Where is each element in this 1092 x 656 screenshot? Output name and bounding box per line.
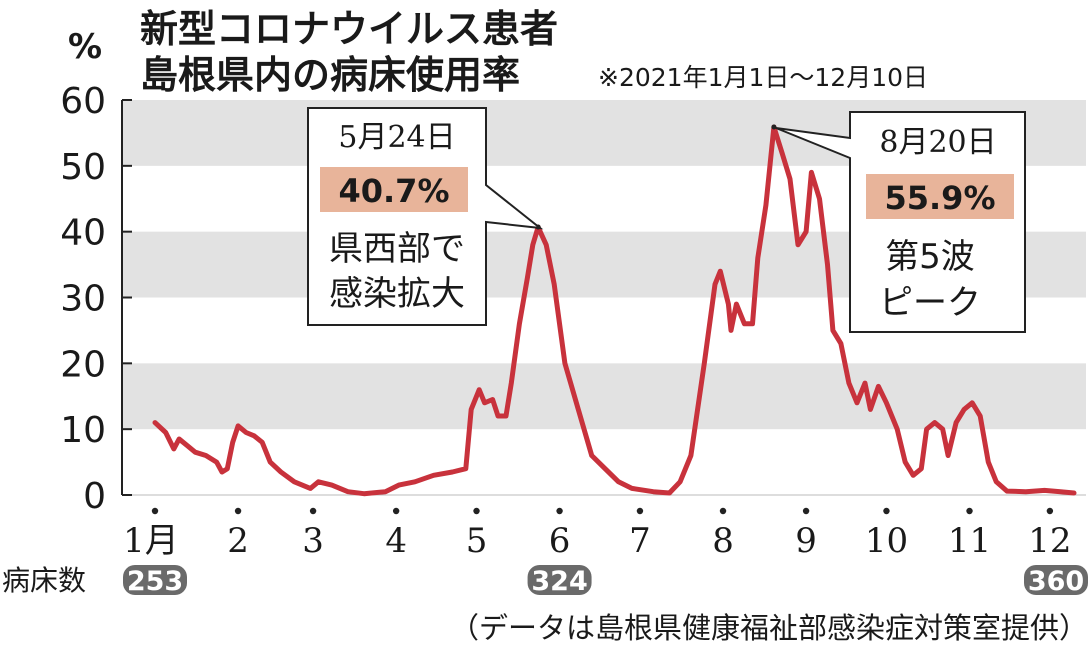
x-tick-label: 5	[466, 521, 488, 561]
x-tick-dot	[802, 507, 810, 515]
period-note: ※2021年1月1日～12月10日	[598, 63, 928, 92]
bed-count-badge	[1024, 565, 1088, 595]
axes	[121, 99, 132, 496]
y-tick-label: 60	[60, 81, 106, 122]
x-tick-label: 9	[795, 521, 817, 561]
bed-count-label: 病床数	[2, 564, 86, 597]
callout-aug: 8月20日 55.9% 第5波 ピーク	[775, 111, 1026, 333]
callout-aug-pointer-point	[771, 124, 777, 130]
source-note: （データは島根県健康福祉部感染症対策室提供）	[450, 611, 1088, 645]
callout-aug-highlight	[866, 174, 1014, 219]
x-tick-dot	[719, 507, 727, 515]
y-tick-labels: 0 10 20 30 40 50 60	[60, 81, 106, 517]
x-tick-label: 4	[385, 521, 407, 561]
x-tick-label: 1月	[123, 521, 179, 561]
chart-title-line1: 新型コロナウイルス患者	[140, 7, 558, 51]
x-tick-label: 8	[712, 521, 734, 561]
callout-may-note-line1: 県西部で	[329, 229, 465, 269]
y-unit-label: %	[68, 27, 102, 67]
grid-band	[122, 363, 1086, 430]
bed-count-value: 253	[127, 566, 183, 597]
x-tick-dot	[151, 507, 159, 515]
bed-count-value: 324	[531, 566, 587, 597]
series-line	[152, 124, 1077, 497]
callout-may-date: 5月24日	[338, 120, 455, 155]
bed-count-badges: 253 324 360	[123, 565, 1088, 597]
x-tick-dot	[1046, 507, 1054, 515]
x-tick-label: 2	[227, 521, 249, 561]
x-tick-labels: 1月 2 3 4 5 6 7 8 9 10 11 12	[123, 507, 1072, 561]
x-tick-label: 3	[302, 521, 324, 561]
x-tick-dot	[883, 507, 890, 515]
y-tick-label: 10	[60, 410, 106, 451]
x-tick-label: 12	[1028, 521, 1071, 561]
callout-may: 5月24日 40.7% 県西部で 感染拡大	[307, 107, 544, 326]
x-tick-label: 11	[948, 521, 991, 561]
x-tick-label: 7	[629, 521, 651, 561]
y-tick-label: 0	[83, 476, 106, 517]
callout-aug-value: 55.9%	[884, 179, 995, 217]
x-tick-dot	[392, 507, 400, 515]
x-tick-dot	[473, 507, 480, 515]
bed-count-value: 360	[1028, 566, 1084, 597]
callout-may-value: 40.7%	[338, 172, 449, 210]
x-tick-dot	[636, 507, 644, 515]
y-tick-label: 50	[60, 147, 106, 188]
y-tick-label: 20	[60, 344, 106, 385]
callout-aug-box	[775, 111, 1026, 333]
x-tick-dot	[309, 507, 317, 515]
callout-may-highlight	[320, 167, 468, 212]
callout-may-note-line2: 感染拡大	[329, 274, 465, 314]
callout-may-box	[307, 107, 544, 326]
callout-aug-date: 8月20日	[879, 125, 996, 160]
x-tick-dot	[966, 507, 973, 515]
x-tick-label: 10	[865, 521, 908, 561]
y-tick-label: 40	[60, 213, 106, 254]
chart-title-line2: 島根県内の病床使用率	[140, 53, 520, 97]
bed-count-badge	[527, 565, 592, 595]
bed-count-badge	[123, 565, 187, 595]
callout-aug-note-line1: 第5波	[885, 237, 975, 277]
x-tick-dot	[234, 507, 242, 515]
y-tick-label: 30	[60, 279, 106, 320]
x-tick-label: 6	[549, 521, 571, 561]
callout-aug-note-line2: ピーク	[879, 283, 981, 323]
x-tick-dot	[556, 507, 563, 515]
